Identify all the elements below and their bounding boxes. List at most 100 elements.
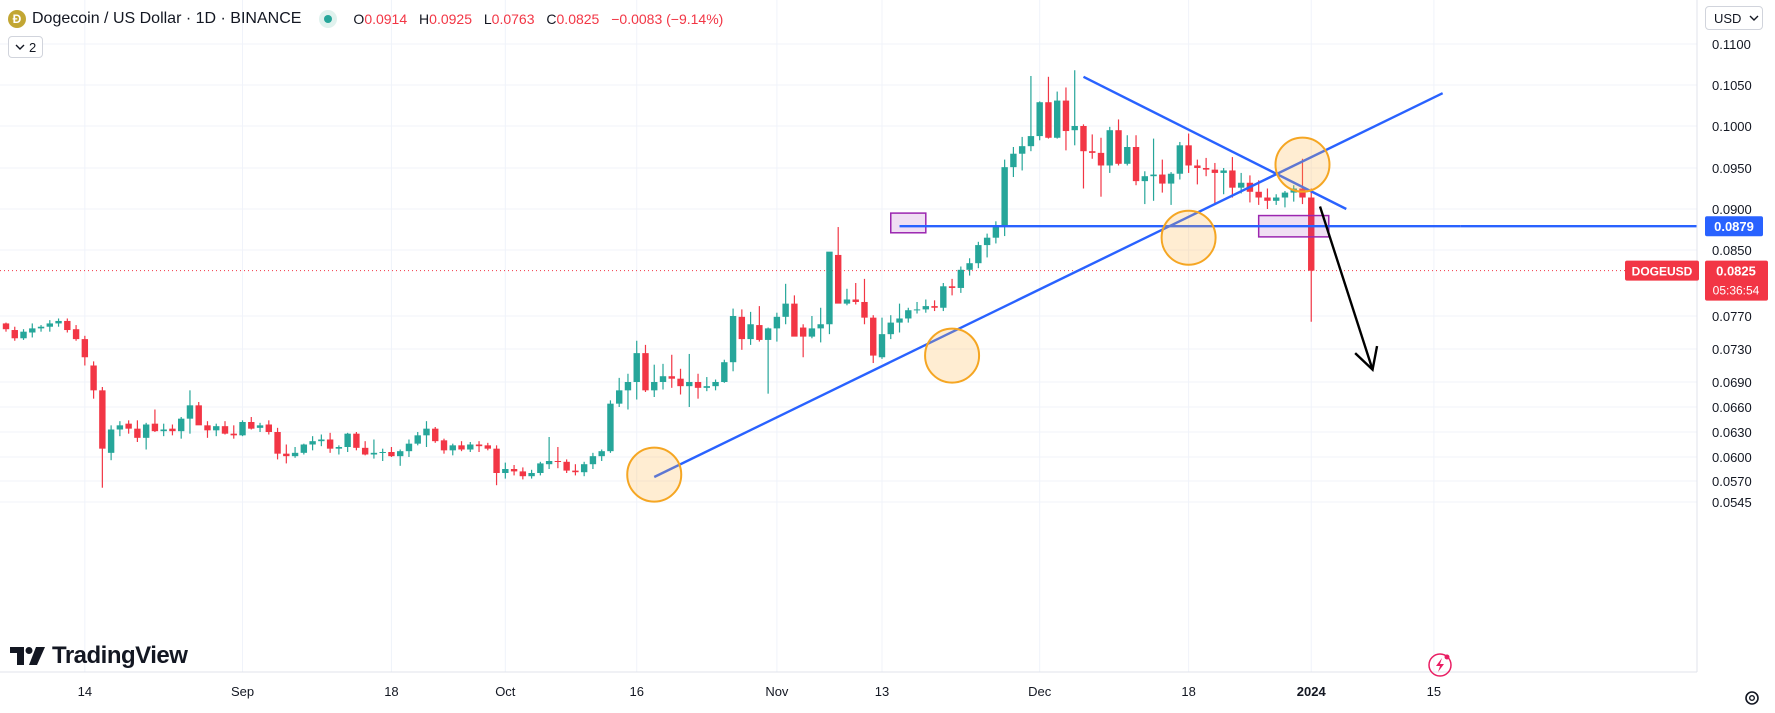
currency-label: USD (1714, 10, 1742, 26)
symbol-tag-text: DOGEUSD (1632, 265, 1693, 279)
candle-body (11, 330, 18, 339)
last-price-text: 0.0825 (1716, 264, 1756, 279)
candle-body (721, 362, 728, 382)
candle-body (799, 327, 807, 337)
highlight-circle[interactable] (1274, 136, 1331, 193)
candle-body (747, 324, 754, 340)
candle-body (1255, 191, 1262, 198)
candle (29, 323, 36, 338)
candle-body (1264, 197, 1271, 201)
candle (1097, 137, 1105, 197)
open-label: O (353, 11, 365, 27)
x-tick-label: 14 (78, 684, 92, 699)
y-tick-label: 0.0770 (1712, 309, 1752, 324)
candle (817, 307, 824, 343)
candle (142, 422, 150, 450)
candle (274, 427, 281, 460)
highlight-circle[interactable] (1160, 209, 1217, 266)
candle-body (896, 318, 903, 323)
high-label: H (419, 11, 430, 27)
candle (248, 417, 255, 430)
indicators-toggle-button[interactable]: 2 (8, 36, 44, 58)
candle (11, 326, 18, 341)
candle (414, 432, 421, 446)
y-tick-label: 0.1000 (1712, 119, 1752, 134)
chevron-down-icon (1749, 15, 1759, 21)
candle-body (397, 451, 404, 457)
grid (0, 0, 1697, 672)
candle (379, 448, 386, 461)
candle-body (1167, 173, 1175, 184)
highlight-circle[interactable] (924, 327, 981, 384)
candle-body (686, 382, 693, 387)
x-tick-label: 18 (1181, 684, 1195, 699)
candle-body (887, 322, 894, 335)
lightning-icon[interactable] (1428, 653, 1452, 677)
candle (843, 288, 851, 306)
candle-body (1054, 100, 1061, 138)
candle (1106, 126, 1113, 173)
candle (1027, 75, 1035, 152)
candle-body (572, 470, 579, 473)
candle-body (414, 435, 421, 444)
candle-body (142, 424, 150, 438)
candle (90, 361, 97, 399)
candle-body (134, 428, 141, 438)
market-status-icon[interactable] (319, 10, 338, 28)
candle (151, 409, 159, 432)
candle-body (151, 423, 159, 432)
candle-body (81, 339, 89, 358)
candle (633, 340, 640, 400)
candle (423, 421, 430, 447)
candle (107, 425, 115, 461)
settings-gear-icon[interactable] (1745, 691, 1759, 705)
candle (239, 420, 246, 437)
candle (913, 301, 921, 314)
candle (966, 258, 973, 276)
candle-body (1141, 176, 1148, 182)
candle-body (510, 469, 518, 472)
candle-body (1062, 100, 1070, 132)
candle-body (370, 452, 378, 455)
candle (186, 390, 194, 434)
candle-body (852, 299, 859, 302)
currency-select[interactable]: USD (1705, 6, 1763, 30)
projection-arrow[interactable] (1318, 206, 1374, 370)
last-price-tag (1705, 260, 1768, 301)
candle-body (1027, 136, 1035, 147)
tradingview-logo[interactable]: TradingView (10, 642, 188, 670)
symbol-title[interactable]: Dogecoin / US Dollar · 1D · BINANCE (32, 10, 302, 27)
candles (2, 70, 1315, 488)
candle (204, 421, 211, 438)
candle (405, 439, 413, 457)
downtrend-line[interactable] (1082, 75, 1347, 211)
candle (580, 461, 588, 477)
candle-body (545, 461, 553, 465)
candle (1089, 134, 1096, 159)
candle-body (1089, 151, 1096, 153)
candle (493, 445, 500, 486)
candle-body (931, 306, 938, 308)
candle (1299, 158, 1306, 205)
candle-body (309, 441, 316, 445)
candle (896, 303, 903, 333)
candle (572, 464, 579, 476)
uptrend-line[interactable] (653, 92, 1444, 479)
candle-body (449, 445, 456, 451)
candle-body (537, 463, 544, 473)
candle-body (1159, 174, 1166, 184)
candle (826, 251, 833, 335)
candle-body (186, 405, 194, 419)
candle-body (335, 447, 343, 449)
highlight-circle[interactable] (626, 446, 683, 503)
candle-body (878, 334, 886, 358)
candle (922, 299, 929, 313)
price-zone-box[interactable] (890, 212, 927, 234)
candle (265, 420, 272, 435)
candle-body (204, 425, 211, 431)
x-tick-label: 16 (629, 684, 643, 699)
candle (1080, 124, 1087, 189)
candle-body (274, 432, 281, 454)
low-value: 0.0763 (491, 11, 535, 27)
